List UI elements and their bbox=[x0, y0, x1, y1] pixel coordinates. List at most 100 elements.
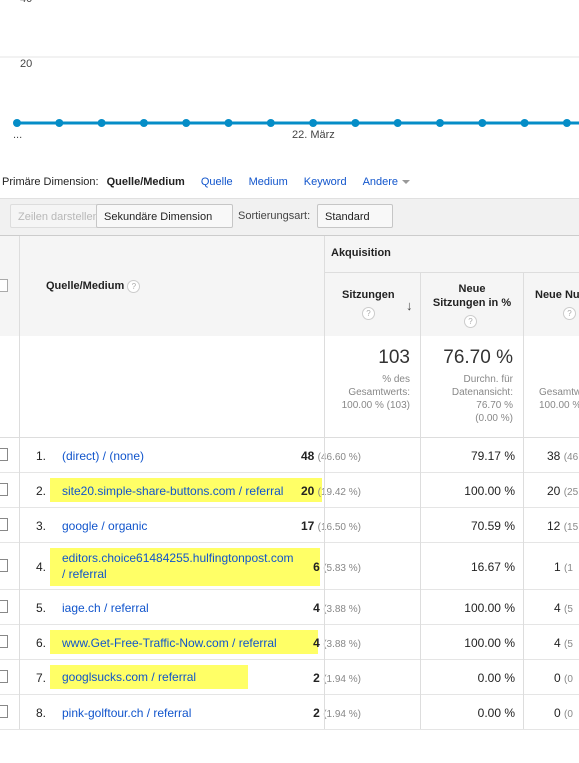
secondary-dimension-dropdown[interactable]: Sekundäre Dimension bbox=[96, 204, 233, 244]
col-header-sitzungen[interactable]: Sitzungen bbox=[342, 289, 395, 301]
new-users-pct: (46 bbox=[563, 452, 579, 463]
chart-point[interactable] bbox=[13, 119, 21, 127]
chart-point[interactable] bbox=[309, 119, 318, 127]
help-icon[interactable]: ? bbox=[362, 307, 375, 320]
dimension-link-andere[interactable]: Andere bbox=[362, 176, 411, 188]
row-new-users: 1 (1 bbox=[554, 560, 573, 574]
source-line: editors.choice61484255.hulfingtonpost.co… bbox=[62, 551, 294, 565]
select-all-checkbox[interactable] bbox=[0, 279, 8, 292]
row-new-sessions-pct: 70.59 % bbox=[470, 519, 515, 533]
table-row: 1. (direct) / (none) 48 (46.60 %) 79.17 … bbox=[0, 438, 579, 473]
chart-point[interactable] bbox=[182, 119, 191, 127]
row-index: 2. bbox=[36, 484, 47, 498]
row-new-users: 0 (0 bbox=[554, 706, 573, 720]
row-sessions: 4 (3.88 %) bbox=[313, 636, 361, 650]
x-tick-label-start: ... bbox=[13, 129, 22, 141]
row-checkbox[interactable] bbox=[0, 483, 8, 496]
total-sub-line: (0.00 %) bbox=[475, 413, 513, 424]
chart-point[interactable] bbox=[562, 119, 571, 127]
primary-dimension-label: Primäre Dimension: bbox=[2, 176, 99, 188]
help-icon[interactable]: ? bbox=[563, 307, 576, 320]
sessions-pct: (46.60 %) bbox=[317, 452, 361, 463]
dimension-link-quelle[interactable]: Quelle bbox=[200, 176, 233, 188]
table-row: 6. www.Get-Free-Traffic-Now.com / referr… bbox=[0, 625, 579, 660]
row-checkbox[interactable] bbox=[0, 705, 8, 718]
row-index: 8. bbox=[36, 706, 47, 720]
row-source-link[interactable]: site20.simple-share-buttons.com / referr… bbox=[62, 484, 284, 498]
chart-point[interactable] bbox=[478, 119, 487, 127]
row-source-link[interactable]: editors.choice61484255.hulfingtonpost.co… bbox=[62, 550, 294, 582]
row-source-link[interactable]: iage.ch / referral bbox=[62, 601, 149, 615]
row-sessions: 17 (16.50 %) bbox=[301, 519, 361, 533]
divider bbox=[523, 438, 524, 729]
sessions-value: 17 bbox=[300, 519, 315, 533]
row-index: 7. bbox=[36, 671, 47, 685]
chart-point[interactable] bbox=[266, 119, 275, 127]
new-users-pct: (0 bbox=[564, 709, 573, 720]
row-new-users: 20 (25 bbox=[547, 484, 578, 498]
row-checkbox[interactable] bbox=[0, 559, 8, 572]
sessions-value: 2 bbox=[313, 706, 320, 720]
chart-point[interactable] bbox=[520, 119, 529, 127]
row-index: 3. bbox=[36, 519, 47, 533]
new-users-pct: (0 bbox=[564, 674, 573, 685]
row-checkbox[interactable] bbox=[0, 635, 8, 648]
divider bbox=[19, 336, 20, 437]
dimension-quelle-medium[interactable]: Quelle/Medium bbox=[106, 176, 185, 188]
total-sub-line: 76.70 % bbox=[476, 400, 513, 411]
row-source-link[interactable]: pink-golftour.ch / referral bbox=[62, 706, 192, 720]
row-new-users: 4 (5 bbox=[554, 636, 573, 650]
row-source-link[interactable]: www.Get-Free-Traffic-Now.com / referral bbox=[62, 636, 277, 650]
dimension-link-keyword[interactable]: Keyword bbox=[303, 176, 347, 188]
chart-point[interactable] bbox=[393, 119, 402, 127]
divider bbox=[324, 336, 325, 437]
sessions-value: 4 bbox=[313, 636, 320, 650]
chart-point[interactable] bbox=[436, 119, 444, 127]
col-header-neue-nutzer[interactable]: Neue Nu bbox=[535, 289, 579, 301]
new-users-pct: (25 bbox=[563, 487, 579, 498]
help-icon[interactable]: ? bbox=[464, 315, 477, 328]
row-source-link[interactable]: (direct) / (none) bbox=[62, 449, 145, 463]
new-users-pct: (5 bbox=[564, 639, 573, 650]
chart-point[interactable] bbox=[97, 119, 106, 127]
row-sessions: 48 (46.60 %) bbox=[301, 449, 361, 463]
sessions-pct: (1.94 %) bbox=[323, 674, 361, 685]
chart-point[interactable] bbox=[351, 119, 360, 127]
plot-rows-button[interactable]: Zeilen darstellen bbox=[10, 204, 107, 228]
col-header-neue-sitzungen[interactable]: Neue Sitzungen in % bbox=[421, 282, 523, 310]
row-checkbox[interactable] bbox=[0, 448, 8, 461]
row-new-sessions-pct: 0.00 % bbox=[477, 706, 515, 720]
row-source-link[interactable]: google / organic bbox=[62, 519, 148, 533]
new-users-value: 20 bbox=[547, 484, 561, 498]
table-row: 2. site20.simple-share-buttons.com / ref… bbox=[0, 473, 579, 508]
secondary-dimension-label: Sekundäre Dimension bbox=[104, 211, 213, 223]
primary-dimension-bar: Primäre Dimension: Quelle/Medium Quelle … bbox=[0, 172, 579, 192]
row-new-sessions-pct: 0.00 % bbox=[477, 671, 515, 685]
sort-dropdown[interactable]: Standard bbox=[317, 204, 393, 244]
row-checkbox[interactable] bbox=[0, 518, 8, 531]
row-sessions: 6 (5.83 %) bbox=[313, 560, 361, 574]
chart-point[interactable] bbox=[224, 119, 233, 127]
highlight-marker bbox=[50, 630, 318, 654]
dimension-link-medium[interactable]: Medium bbox=[248, 176, 288, 188]
chart-svg: 40 20 ... 22. März bbox=[0, 0, 579, 141]
col-header-line: Neue bbox=[458, 283, 486, 295]
chart-point[interactable] bbox=[55, 119, 64, 127]
total-sub-line: 100.00 % bbox=[539, 400, 579, 411]
new-users-value: 4 bbox=[554, 601, 561, 615]
total-new-sessions-pct: 76.70 % bbox=[443, 347, 513, 368]
help-icon[interactable]: ? bbox=[127, 280, 141, 293]
table-row: 4. editors.choice61484255.hulfingtonpost… bbox=[0, 543, 579, 590]
row-new-users: 0 (0 bbox=[554, 671, 573, 685]
divider bbox=[324, 236, 325, 336]
row-checkbox[interactable] bbox=[0, 600, 8, 613]
sessions-pct: (16.50 %) bbox=[317, 522, 361, 533]
chart-point[interactable] bbox=[139, 119, 148, 127]
andere-label: Andere bbox=[362, 176, 399, 188]
new-users-pct: (5 bbox=[564, 604, 573, 615]
sessions-pct: (3.88 %) bbox=[323, 639, 361, 650]
row-checkbox[interactable] bbox=[0, 670, 8, 683]
divider bbox=[523, 273, 524, 336]
col-header-quelle-medium[interactable]: Quelle/Medium ? bbox=[46, 280, 141, 293]
row-source-link[interactable]: googlsucks.com / referral bbox=[62, 670, 197, 684]
